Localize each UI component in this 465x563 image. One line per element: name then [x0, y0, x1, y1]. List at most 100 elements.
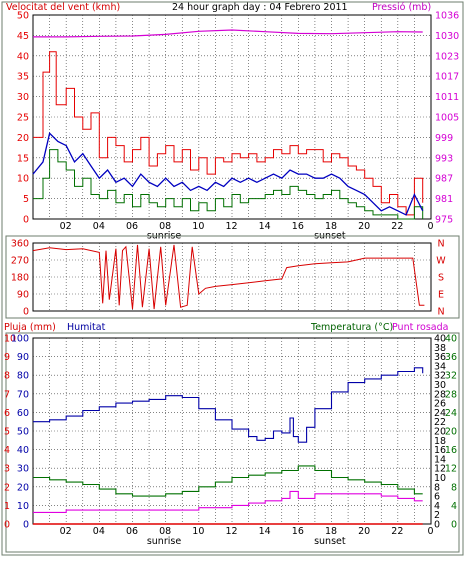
- humidity-axis-tick-50: 50: [17, 427, 29, 438]
- dewpoint-axis-tick-14: 14: [434, 454, 446, 465]
- wind-axis-tick-40: 40: [17, 51, 29, 62]
- wind-axis-tick-45: 45: [17, 31, 29, 42]
- pressure-axis-tick-1023: 1023: [435, 51, 459, 62]
- dewpoint-axis-tick-36: 36: [434, 352, 446, 363]
- compass-tick-3: E: [438, 290, 444, 301]
- wind-axis-tick-20: 20: [17, 133, 29, 144]
- pressure-axis-title: Pressió (mb): [372, 2, 431, 13]
- pressure-axis-tick-1017: 1017: [435, 72, 459, 83]
- pressure-axis-tick-975: 975: [435, 215, 453, 226]
- humidity-axis-tick-30: 30: [17, 464, 29, 475]
- sunset-label: sunset: [314, 536, 346, 547]
- x-tick-label-18: 18: [325, 221, 337, 232]
- dewpoint-axis-tick-10: 10: [434, 473, 446, 484]
- compass-tick-2: S: [438, 273, 444, 284]
- dewpoint-axis-tick-16: 16: [434, 445, 446, 456]
- pressure-axis-tick-987: 987: [435, 174, 453, 185]
- humidity-axis-tick-60: 60: [17, 408, 29, 419]
- rain-axis-tick-9: 9: [4, 352, 10, 363]
- dewpoint-axis-tick-30: 30: [434, 380, 446, 391]
- rain-axis-tick-6: 6: [4, 408, 10, 419]
- humidity-axis-tick-40: 40: [17, 445, 29, 456]
- compass-tick-0: N: [437, 239, 444, 250]
- pressure-axis-tick-993: 993: [435, 153, 453, 164]
- pressure-axis-tick-1011: 1011: [435, 92, 459, 103]
- dewpoint-axis-tick-26: 26: [434, 399, 446, 410]
- x-tick-label-04: 04: [93, 221, 105, 232]
- humidity-axis-tick-100: 100: [11, 334, 29, 345]
- rain-axis-title: Pluja (mm): [4, 322, 56, 333]
- x-tick-label-10: 10: [192, 221, 204, 232]
- direction-series-line: [32, 244, 425, 310]
- wind-axis-tick-25: 25: [17, 113, 29, 124]
- graph-title: 24 hour graph day : 04 Febrero 2011: [172, 2, 348, 13]
- compass-tick-4: N: [437, 307, 444, 318]
- pressure-axis-tick-981: 981: [435, 194, 453, 205]
- x-tick-label-0: 0: [427, 526, 433, 537]
- temperature-axis-tick-12: 12: [445, 464, 457, 475]
- average-series-line: [32, 132, 424, 216]
- wind-axis-tick-5: 5: [23, 194, 29, 205]
- dewpoint-axis-tick-24: 24: [434, 408, 446, 419]
- temperature-axis-tick-40: 40: [445, 334, 457, 345]
- x-tick-label-06: 06: [126, 526, 138, 537]
- temperature-axis-title: Temperatura (°C): [310, 322, 393, 333]
- humidity-axis-tick-70: 70: [17, 389, 29, 400]
- dewpoint-axis-tick-18: 18: [434, 436, 446, 447]
- temperature-panel-frame: [5, 332, 460, 553]
- direction-axis-tick-90: 90: [17, 290, 29, 301]
- wind-axis-tick-30: 30: [17, 92, 29, 103]
- humidity-axis-tick-10: 10: [17, 501, 29, 512]
- dewpoint-axis-tick-28: 28: [434, 389, 446, 400]
- direction-axis-tick-270: 270: [11, 256, 29, 267]
- x-tick-label-22: 22: [391, 526, 403, 537]
- dewpoint-axis-tick-38: 38: [434, 343, 446, 354]
- x-tick-label-08: 08: [159, 526, 171, 537]
- temperature-axis-tick-36: 36: [445, 352, 457, 363]
- humidity-axis-title: Humitat: [67, 322, 106, 333]
- pressure-axis-tick-1036: 1036: [435, 11, 459, 22]
- dewpoint-axis-tick-20: 20: [434, 427, 446, 438]
- gust-series-line: [33, 149, 424, 220]
- rain-axis-tick-7: 7: [4, 389, 10, 400]
- wind-axis-tick-50: 50: [17, 11, 29, 22]
- rain-axis-tick-8: 8: [4, 371, 10, 382]
- dewpoint-axis-tick-40: 40: [434, 334, 446, 345]
- dewpoint-axis-tick-12: 12: [434, 464, 446, 475]
- wind-series-line: [33, 51, 424, 216]
- temperature-axis-tick-4: 4: [451, 501, 457, 512]
- compass-tick-1: W: [436, 256, 446, 267]
- dewpoint-axis-tick-2: 2: [434, 510, 440, 521]
- dewpoint-axis-tick-6: 6: [434, 492, 440, 503]
- rain-axis-tick-3: 3: [4, 464, 10, 475]
- rain-axis-tick-4: 4: [4, 445, 10, 456]
- x-tick-label-06: 06: [126, 221, 138, 232]
- dewpoint-axis-tick-4: 4: [434, 501, 440, 512]
- rain-axis-tick-0: 0: [4, 520, 10, 531]
- x-tick-label-02: 02: [60, 221, 72, 232]
- direction-plot-series: [32, 244, 425, 310]
- direction-axis-tick-0: 0: [23, 307, 29, 318]
- pressure-axis-tick-999: 999: [435, 133, 453, 144]
- pressure-axis-tick-1030: 1030: [435, 31, 459, 42]
- wind-plot-series: [32, 29, 424, 220]
- x-tick-label-16: 16: [292, 221, 304, 232]
- temperature-axis-tick-32: 32: [445, 371, 457, 382]
- x-tick-label-08: 08: [159, 221, 171, 232]
- x-tick-label-14: 14: [259, 526, 271, 537]
- direction-axis-tick-180: 180: [11, 273, 29, 284]
- dewpoint-axis-title: Punt rosada: [392, 322, 448, 333]
- sunrise-label: sunrise: [147, 536, 181, 547]
- rain-axis-tick-1: 1: [4, 501, 10, 512]
- temperature-axis-tick-20: 20: [445, 427, 457, 438]
- temperature-plot-axis-labels: 0123456789100102030405060708090100024681…: [4, 334, 457, 548]
- x-tick-label-16: 16: [292, 526, 304, 537]
- direction-panel-frame: [5, 235, 460, 319]
- temperature-series-line: [33, 465, 423, 497]
- dewpoint-axis-tick-0: 0: [434, 520, 440, 531]
- dewpoint-axis-tick-34: 34: [434, 361, 446, 372]
- direction-axis-tick-360: 360: [11, 239, 29, 250]
- rain-axis-tick-2: 2: [4, 482, 10, 493]
- humidity-series-line: [33, 367, 424, 443]
